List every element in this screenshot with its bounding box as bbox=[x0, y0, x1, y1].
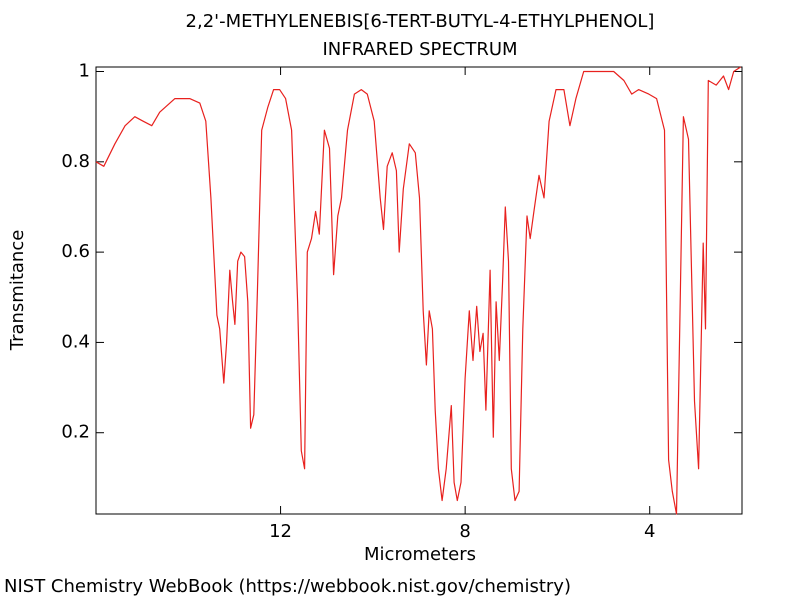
x-tick-label: 4 bbox=[644, 521, 655, 542]
y-tick-label: 1 bbox=[79, 61, 90, 82]
x-axis-label: Micrometers bbox=[364, 544, 476, 565]
y-tick-label: 0.4 bbox=[61, 331, 90, 352]
y-axis-label: Transmitance bbox=[7, 230, 28, 352]
y-tick-label: 0.2 bbox=[61, 422, 90, 443]
y-tick-label: 0.8 bbox=[61, 151, 90, 172]
x-tick-label: 8 bbox=[459, 521, 470, 542]
spectrum-line bbox=[95, 66, 741, 515]
chart-subtitle: INFRARED SPECTRUM bbox=[322, 39, 517, 60]
x-tick-label: 12 bbox=[269, 521, 292, 542]
y-tick-label: 0.6 bbox=[61, 241, 90, 262]
source-note: NIST Chemistry WebBook (https://webbook.… bbox=[4, 576, 571, 597]
plot-frame bbox=[95, 66, 743, 515]
chart-title: 2,2'-METHYLENEBIS[6-TERT-BUTYL-4-ETHYLPH… bbox=[186, 11, 655, 32]
